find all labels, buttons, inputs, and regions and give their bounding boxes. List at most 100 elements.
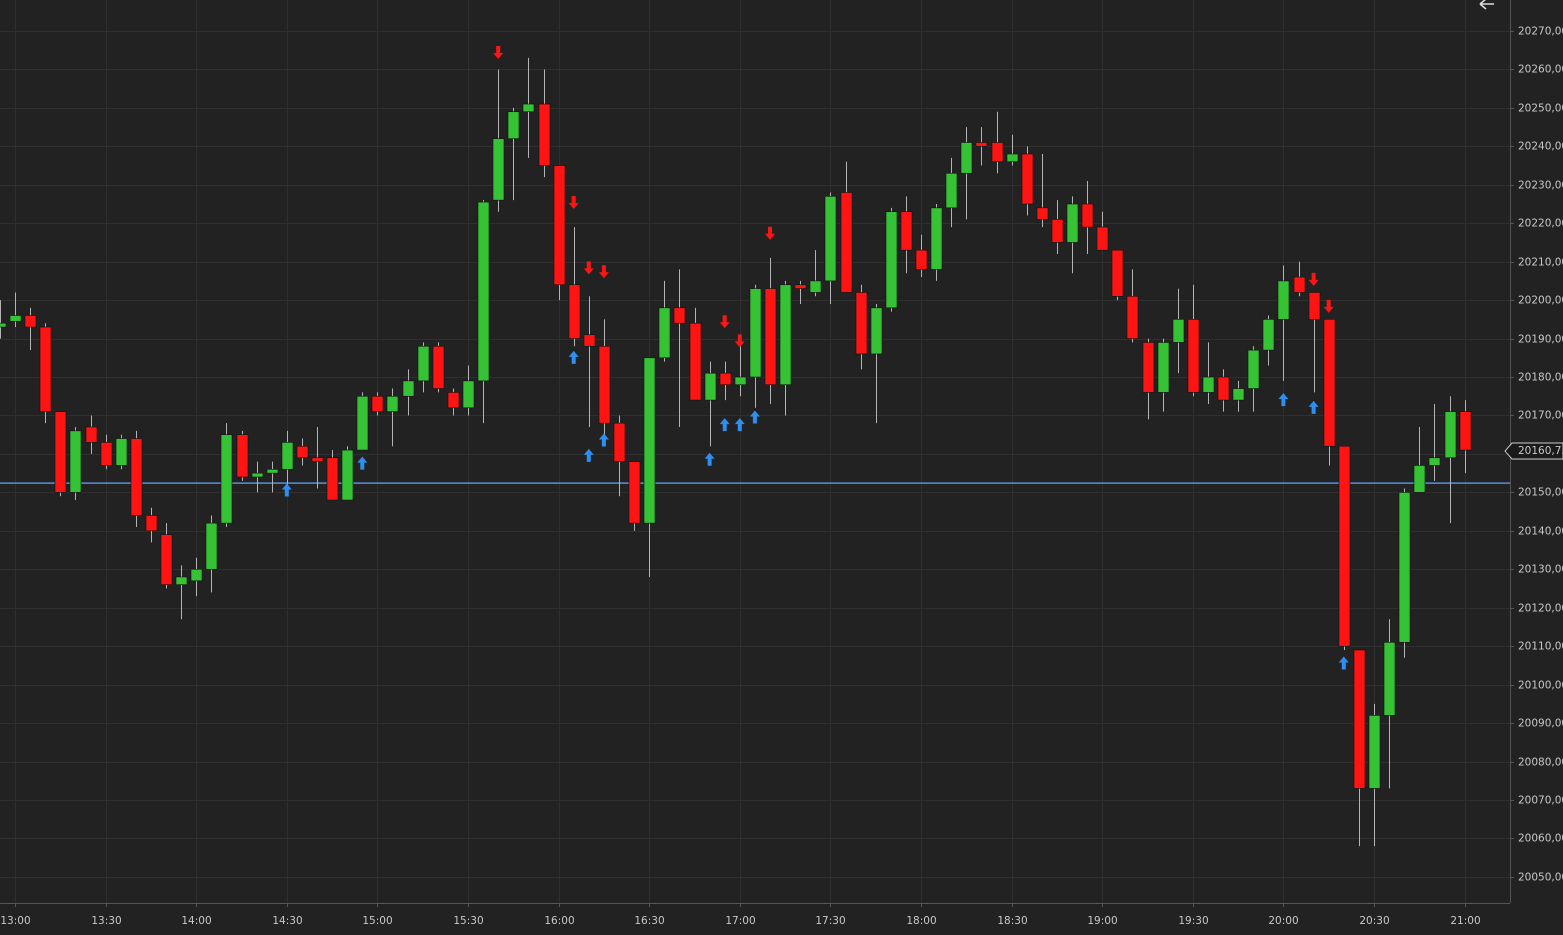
candle-body bbox=[1262, 319, 1275, 351]
candle-body bbox=[1459, 411, 1472, 451]
candle-body bbox=[1187, 319, 1200, 393]
candle-body bbox=[719, 372, 732, 386]
candle-body bbox=[598, 345, 611, 424]
candle-body bbox=[1202, 376, 1215, 393]
candle-body bbox=[749, 288, 762, 378]
candle-body bbox=[1308, 292, 1321, 320]
y-tick-label: 20060,00 bbox=[1518, 833, 1563, 845]
x-tick-label: 17:00 bbox=[725, 915, 755, 927]
x-tick-label: 20:30 bbox=[1359, 915, 1389, 927]
y-tick-label: 20080,00 bbox=[1518, 757, 1563, 769]
candle-body bbox=[507, 111, 520, 139]
candle-body bbox=[538, 103, 551, 166]
y-tick-label: 20270,00 bbox=[1518, 26, 1563, 38]
y-tick-label: 20150,00 bbox=[1518, 487, 1563, 499]
candle-body bbox=[447, 392, 460, 409]
x-tick-label: 15:30 bbox=[453, 915, 483, 927]
buy-signal bbox=[1338, 656, 1349, 670]
candle-body bbox=[160, 534, 173, 585]
candle-body bbox=[1157, 342, 1170, 393]
candle-body bbox=[689, 322, 702, 401]
candle-body bbox=[522, 103, 535, 113]
candle-body bbox=[840, 192, 853, 293]
candle-body bbox=[100, 442, 113, 466]
y-tick-label: 20170,00 bbox=[1518, 410, 1563, 422]
candle-body bbox=[39, 326, 52, 412]
candle-body bbox=[583, 334, 596, 347]
candle-body bbox=[205, 522, 218, 570]
candle-body bbox=[1172, 319, 1185, 343]
candle-body bbox=[945, 172, 958, 209]
back-arrow-icon[interactable] bbox=[1479, 0, 1494, 10]
x-tick-label: 19:30 bbox=[1178, 915, 1208, 927]
x-tick-label: 15:00 bbox=[362, 915, 392, 927]
buy-signal bbox=[1308, 400, 1319, 414]
sell-signal bbox=[1323, 299, 1334, 313]
candle-body bbox=[386, 395, 399, 412]
candle-body bbox=[1398, 492, 1411, 643]
candle-body bbox=[1217, 376, 1230, 401]
candle-body bbox=[492, 138, 505, 201]
x-tick-label: 19:00 bbox=[1087, 915, 1117, 927]
candle-body bbox=[236, 434, 249, 478]
candle-body bbox=[1232, 388, 1245, 401]
candle-body bbox=[1323, 319, 1336, 447]
candle-body bbox=[1006, 153, 1019, 163]
candle-body bbox=[175, 576, 188, 585]
candle-body bbox=[658, 307, 671, 359]
candle-body bbox=[402, 380, 415, 397]
buy-signal bbox=[568, 350, 579, 364]
y-tick-label: 20210,00 bbox=[1518, 257, 1563, 269]
y-tick-label: 20230,00 bbox=[1518, 180, 1563, 192]
candle-body bbox=[9, 315, 22, 322]
sell-signal bbox=[719, 315, 730, 329]
candle-body bbox=[704, 372, 717, 401]
candle-body bbox=[251, 472, 264, 478]
buy-signal bbox=[281, 483, 292, 497]
candle-body bbox=[960, 142, 973, 174]
candle-body bbox=[281, 442, 294, 470]
candle-body bbox=[326, 457, 339, 501]
candle-body bbox=[568, 284, 581, 339]
candle-body bbox=[417, 345, 430, 382]
buy-signal bbox=[749, 410, 760, 424]
last-price-marker bbox=[1504, 442, 1563, 460]
buy-signal bbox=[1278, 393, 1289, 407]
candle-body bbox=[85, 426, 98, 443]
x-tick-label: 13:30 bbox=[91, 915, 121, 927]
y-tick-label: 20260,00 bbox=[1518, 64, 1563, 76]
candle-body bbox=[855, 292, 868, 355]
candle-body bbox=[311, 457, 324, 462]
candle-body bbox=[356, 395, 369, 451]
candle-body bbox=[1111, 249, 1124, 297]
y-tick-label: 20130,00 bbox=[1518, 564, 1563, 576]
candle-body bbox=[1036, 207, 1049, 220]
candle-body bbox=[673, 307, 686, 324]
candle-body bbox=[1021, 153, 1034, 205]
y-tick-label: 20250,00 bbox=[1518, 103, 1563, 115]
candle-body bbox=[824, 196, 837, 282]
y-tick-label: 20100,00 bbox=[1518, 680, 1563, 692]
candle-body bbox=[296, 445, 309, 459]
last-price-label: 20160,75 bbox=[1518, 445, 1563, 457]
candle-body bbox=[643, 357, 656, 524]
candle-body bbox=[130, 438, 143, 516]
candle-body bbox=[794, 284, 807, 289]
x-tick-label: 13:00 bbox=[0, 915, 30, 927]
candle-body bbox=[266, 469, 279, 474]
candle-body bbox=[220, 434, 233, 524]
candle-body bbox=[991, 142, 1004, 163]
sell-signal bbox=[568, 196, 579, 210]
plot bbox=[0, 46, 1510, 847]
candle-body bbox=[613, 422, 626, 462]
candle-body bbox=[1066, 203, 1079, 243]
candle-body bbox=[1142, 342, 1155, 393]
candle-body bbox=[371, 395, 384, 412]
candle-body bbox=[1126, 295, 1139, 339]
buy-signal bbox=[704, 452, 715, 466]
candle-body bbox=[764, 288, 777, 386]
candle-body bbox=[477, 201, 490, 382]
candle-body bbox=[1293, 276, 1306, 293]
